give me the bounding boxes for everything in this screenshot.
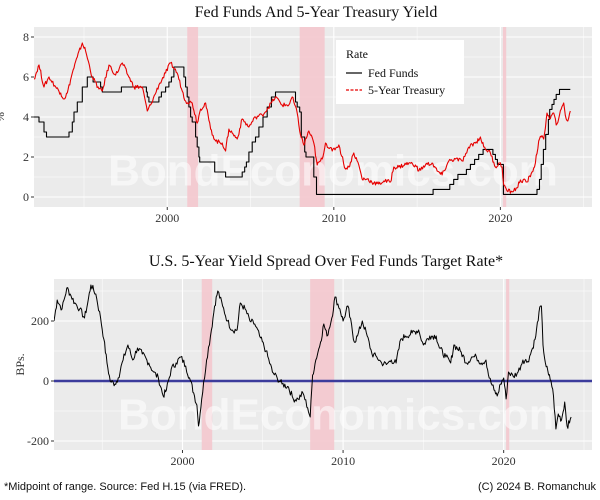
watermark-text: BondEconomics.com — [118, 390, 568, 439]
y-tick-label: 8 — [23, 30, 29, 44]
y-axis-label: % — [0, 112, 7, 122]
y-tick-label: 4 — [23, 110, 29, 124]
x-tick-label: 2000 — [155, 211, 179, 225]
y-tick-label: 0 — [23, 190, 29, 204]
recession-band — [310, 279, 335, 450]
footer-source-note: *Midpoint of range. Source: Fed H.15 (vi… — [4, 481, 246, 493]
series-line-5-year-spread — [54, 284, 572, 430]
series-group — [54, 284, 572, 430]
legend-label-0: Fed Funds — [368, 66, 419, 80]
legend-label-1: 5-Year Treasury — [368, 83, 445, 97]
recession-band — [502, 27, 507, 207]
series-group — [34, 42, 571, 195]
x-tick-label: 2010 — [331, 454, 355, 468]
recession-band — [506, 279, 510, 450]
x-tick-label: 2000 — [170, 454, 194, 468]
series-line-5-year-treasury — [34, 42, 571, 194]
x-tick-label: 2020 — [488, 211, 512, 225]
recession-band — [299, 27, 325, 207]
legend-box — [336, 40, 464, 104]
legend-title: Rate — [346, 47, 368, 61]
top-chart-title: Fed Funds And 5-Year Treasury Yield — [195, 4, 438, 21]
x-tick-label: 2020 — [492, 454, 516, 468]
y-tick-label: 0 — [43, 374, 49, 388]
y-tick-label: 6 — [23, 70, 29, 84]
footer-copyright: (C) 2024 B. Romanchuk — [478, 481, 596, 493]
y-tick-label: 200 — [31, 314, 49, 328]
y-tick-label: 2 — [23, 150, 29, 164]
top-chart-panel: BondEconomics.com02468200020102020%RateF… — [0, 27, 592, 225]
y-tick-label: -200 — [27, 434, 49, 448]
recession-band — [201, 279, 213, 450]
series-line-fed-funds — [34, 66, 571, 195]
bottom-chart-title: U.S. 5-Year Yield Spread Over Fed Funds … — [149, 253, 503, 270]
bottom-chart-panel: BondEconomics.com -200 0 200 2000 2010 2020 BPs… — [13, 279, 592, 468]
y-axis-label: BPs. — [13, 353, 27, 375]
x-tick-label: 2010 — [322, 211, 346, 225]
